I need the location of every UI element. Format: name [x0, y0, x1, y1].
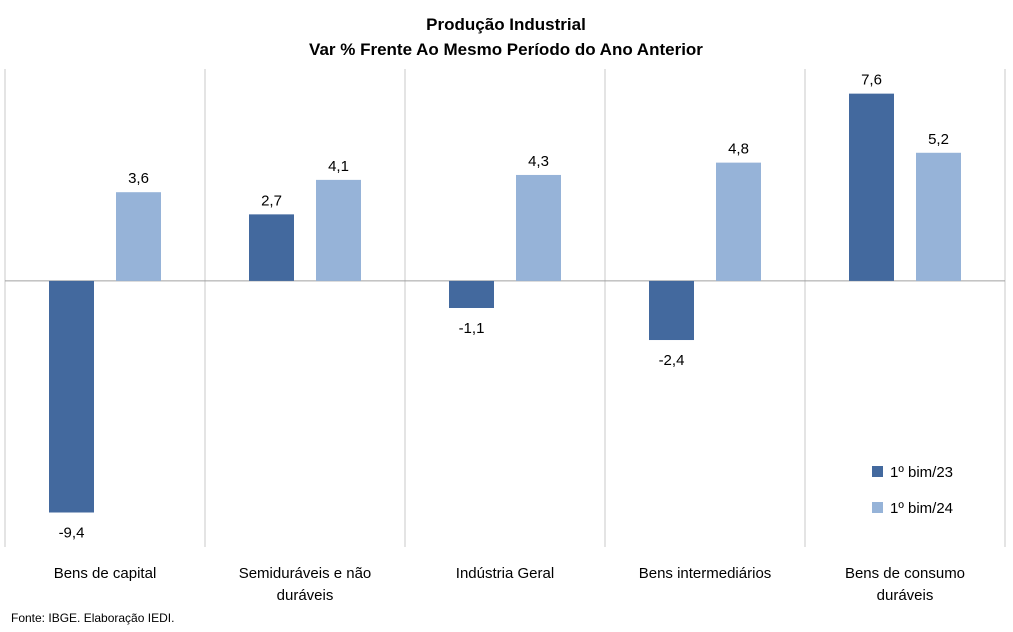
data-label: -2,4 [659, 352, 685, 369]
bar-bim23 [449, 280, 494, 308]
bar-bim23 [849, 93, 894, 281]
plot-area: -9,4 3,6 Bens de capital 2,7 4,1 Semiduráveis… [4, 69, 1006, 604]
source-note: Fonte: IBGE. Elaboração IEDI. [11, 611, 175, 625]
category-label: Semiduráveis e não [239, 565, 372, 582]
legend-swatch [872, 502, 883, 513]
data-label: 2,7 [261, 192, 282, 209]
category-label: Bens intermediários [639, 565, 772, 582]
category-label: Bens de capital [54, 565, 157, 582]
data-label: 7,6 [861, 72, 882, 89]
data-label: 4,8 [728, 141, 749, 158]
legend: 1º bim/23 1º bim/24 [872, 464, 953, 517]
bar-bim24 [316, 179, 361, 281]
bar-bim24 [916, 152, 961, 281]
bar-bim24 [116, 192, 161, 281]
data-label: 4,3 [528, 153, 549, 170]
legend-label: 1º bim/23 [890, 464, 953, 481]
category-label: Indústria Geral [456, 565, 554, 582]
legend-label: 1º bim/24 [890, 500, 953, 517]
data-label: -9,4 [59, 525, 85, 542]
legend-swatch [872, 466, 883, 477]
bar-bim23 [49, 280, 94, 513]
chart-subtitle: Var % Frente Ao Mesmo Período do Ano Ant… [309, 40, 703, 59]
data-label: 3,6 [128, 170, 149, 187]
category-label: duráveis [877, 587, 934, 604]
bar-bim23 [249, 214, 294, 281]
data-label: 4,1 [328, 158, 349, 175]
category-label: Bens de consumo [845, 565, 965, 582]
data-label: -1,1 [459, 320, 485, 337]
chart-title: Produção Industrial [426, 15, 586, 34]
bar-bim24 [716, 162, 761, 281]
bar-bim24 [516, 174, 561, 281]
data-label: 5,2 [928, 131, 949, 148]
bar-bim23 [649, 280, 694, 341]
category-label: duráveis [277, 587, 334, 604]
